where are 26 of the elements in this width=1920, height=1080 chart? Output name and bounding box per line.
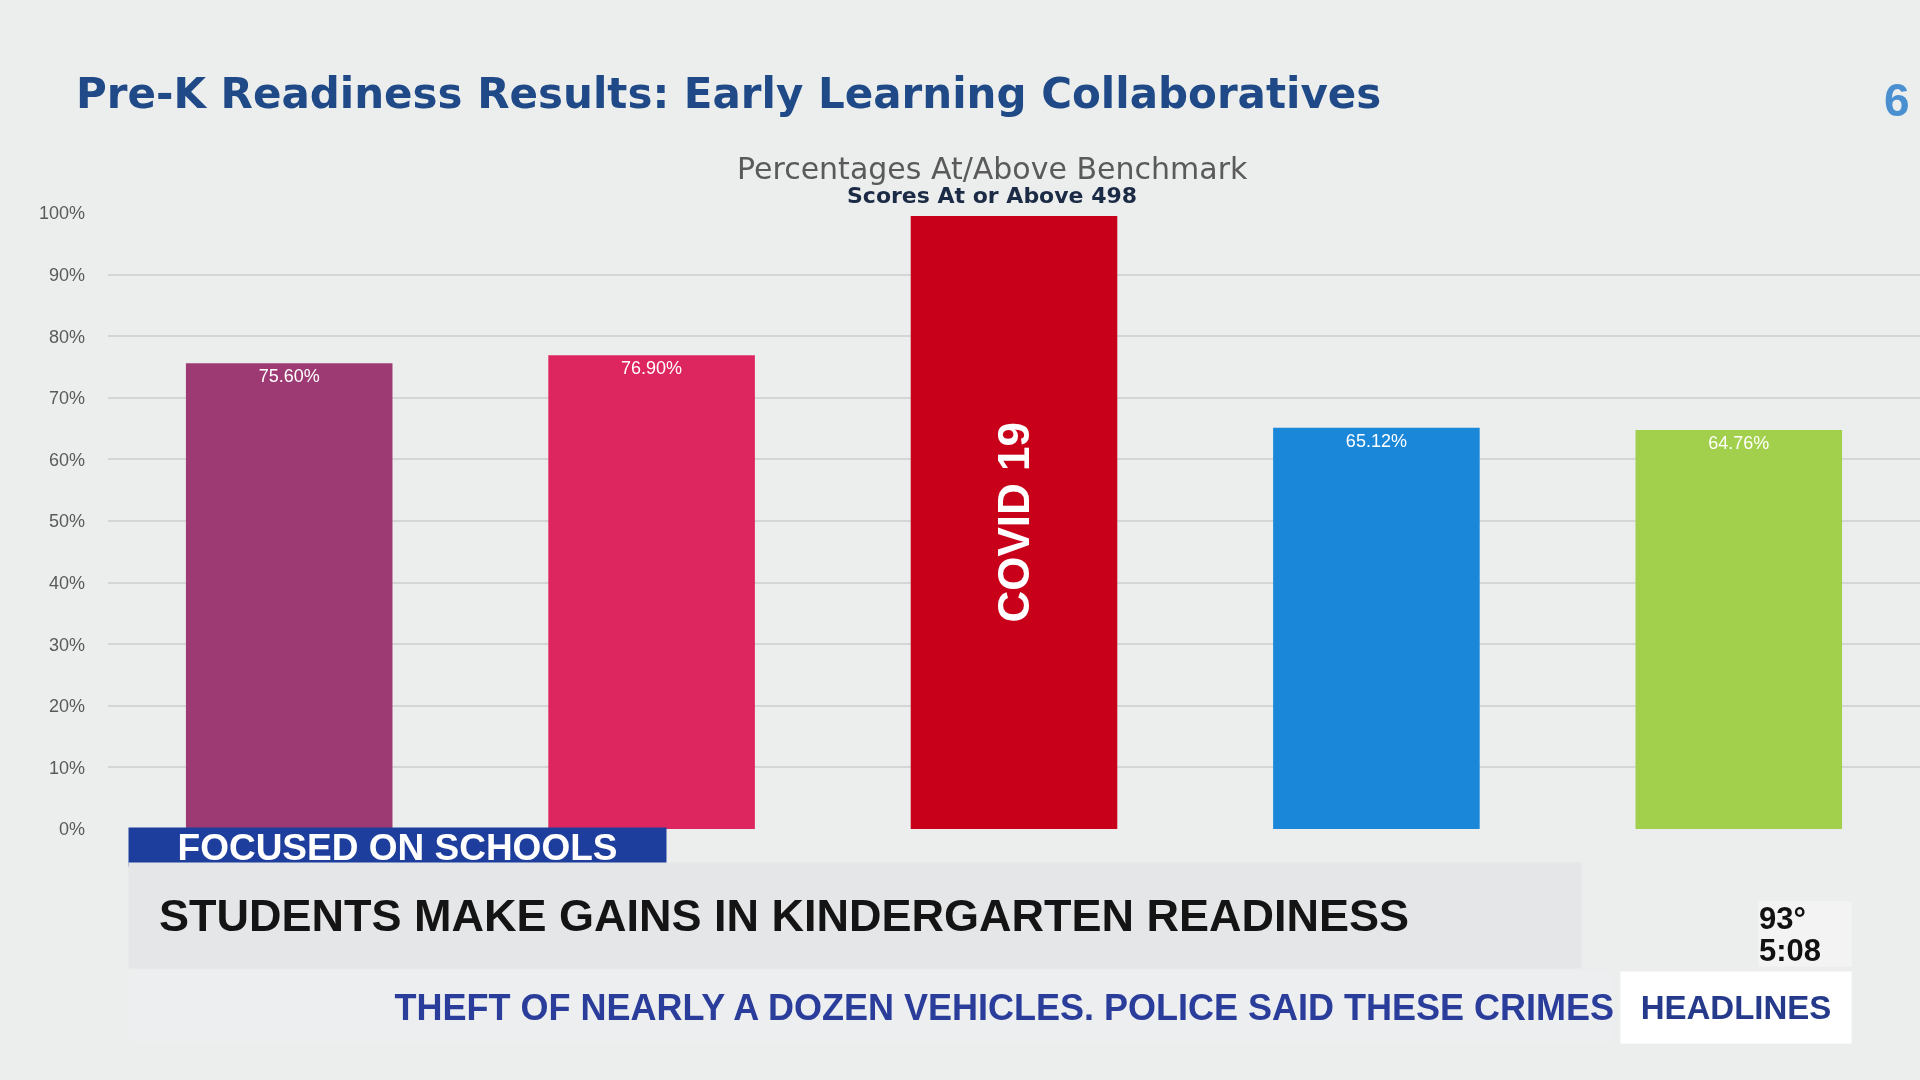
y-tick-label: 50% — [48, 511, 85, 532]
y-tick-label: 90% — [48, 264, 85, 285]
data-label: 75.60% — [258, 366, 320, 387]
y-tick-label: 60% — [48, 449, 85, 470]
data-label: 64.76% — [1708, 433, 1770, 454]
data-label: 65.12% — [1345, 430, 1407, 451]
data-label: 76.90% — [621, 358, 683, 379]
y-tick-label: 30% — [48, 634, 85, 655]
text: HEADLINES — [1640, 989, 1832, 1026]
chart-subtitle: Percentages At/Above Benchmark — [737, 151, 1248, 186]
bar — [910, 216, 1118, 829]
text: STUDENTS MAKE GAINS IN KINDERGARTEN READINESS — [159, 890, 1410, 941]
y-tick-label: 70% — [48, 388, 85, 409]
bar — [1273, 427, 1480, 829]
x-tick-label: COVID 19 — [989, 422, 1039, 623]
y-tick-label: 80% — [48, 326, 85, 347]
text: 6 — [1884, 74, 1910, 126]
y-tick-label: 100% — [38, 203, 85, 224]
text: THEFT OF NEARLY A DOZEN VEHICLES. POLICE SAID THESE CRIMES — [394, 987, 1614, 1028]
y-tick-label: 10% — [48, 757, 85, 778]
bar — [1635, 430, 1843, 829]
chart-title: Pre-K Readiness Results: Early Learning Collaboratives — [76, 68, 1382, 118]
annotation: FOCUSED ON SCHOOLS — [177, 826, 618, 868]
y-tick-label: 40% — [48, 572, 85, 593]
y-tick-label: 20% — [48, 696, 85, 717]
y-tick-label: 0% — [58, 819, 85, 840]
